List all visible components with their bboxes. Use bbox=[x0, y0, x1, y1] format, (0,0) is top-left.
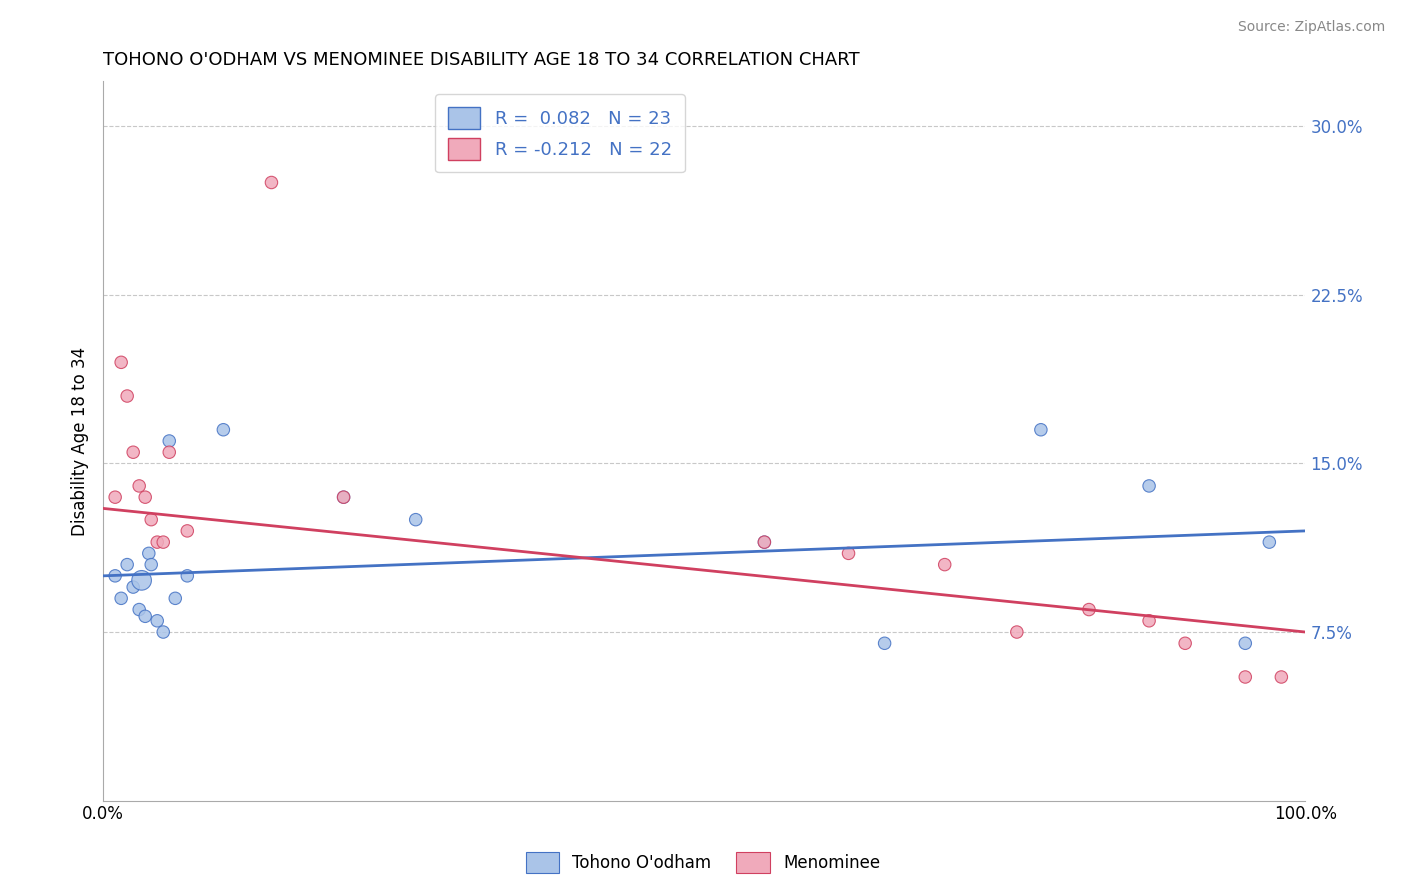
Point bbox=[1234, 670, 1257, 684]
Point bbox=[122, 580, 145, 594]
Point bbox=[122, 445, 145, 459]
Point bbox=[1029, 423, 1052, 437]
Point bbox=[138, 546, 160, 560]
Point bbox=[157, 434, 180, 448]
Point bbox=[754, 535, 776, 549]
Point bbox=[260, 176, 283, 190]
Point bbox=[1234, 636, 1257, 650]
Point bbox=[141, 513, 163, 527]
Point bbox=[128, 479, 150, 493]
Point bbox=[176, 569, 198, 583]
Point bbox=[212, 423, 235, 437]
Point bbox=[115, 389, 138, 403]
Point bbox=[1174, 636, 1197, 650]
Point bbox=[176, 524, 198, 538]
Point bbox=[110, 591, 132, 606]
Y-axis label: Disability Age 18 to 34: Disability Age 18 to 34 bbox=[72, 346, 89, 535]
Point bbox=[1005, 625, 1028, 640]
Point bbox=[146, 535, 169, 549]
Point bbox=[1258, 535, 1281, 549]
Point bbox=[104, 490, 127, 504]
Point bbox=[165, 591, 187, 606]
Point bbox=[754, 535, 776, 549]
Point bbox=[152, 625, 174, 640]
Point bbox=[934, 558, 956, 572]
Point bbox=[1137, 614, 1160, 628]
Point bbox=[332, 490, 354, 504]
Point bbox=[1270, 670, 1292, 684]
Point bbox=[838, 546, 860, 560]
Text: TOHONO O'ODHAM VS MENOMINEE DISABILITY AGE 18 TO 34 CORRELATION CHART: TOHONO O'ODHAM VS MENOMINEE DISABILITY A… bbox=[103, 51, 859, 69]
Point bbox=[104, 569, 127, 583]
Point bbox=[157, 445, 180, 459]
Point bbox=[134, 609, 156, 624]
Point bbox=[141, 558, 163, 572]
Point bbox=[1078, 602, 1101, 616]
Point bbox=[873, 636, 896, 650]
Point bbox=[1137, 479, 1160, 493]
Point bbox=[332, 490, 354, 504]
Legend: Tohono O'odham, Menominee: Tohono O'odham, Menominee bbox=[519, 846, 887, 880]
Point bbox=[128, 602, 150, 616]
Point bbox=[405, 513, 427, 527]
Text: Source: ZipAtlas.com: Source: ZipAtlas.com bbox=[1237, 20, 1385, 34]
Point bbox=[152, 535, 174, 549]
Point bbox=[131, 574, 153, 588]
Legend: R =  0.082   N = 23, R = -0.212   N = 22: R = 0.082 N = 23, R = -0.212 N = 22 bbox=[436, 94, 685, 172]
Point bbox=[134, 490, 156, 504]
Point bbox=[146, 614, 169, 628]
Point bbox=[115, 558, 138, 572]
Point bbox=[110, 355, 132, 369]
